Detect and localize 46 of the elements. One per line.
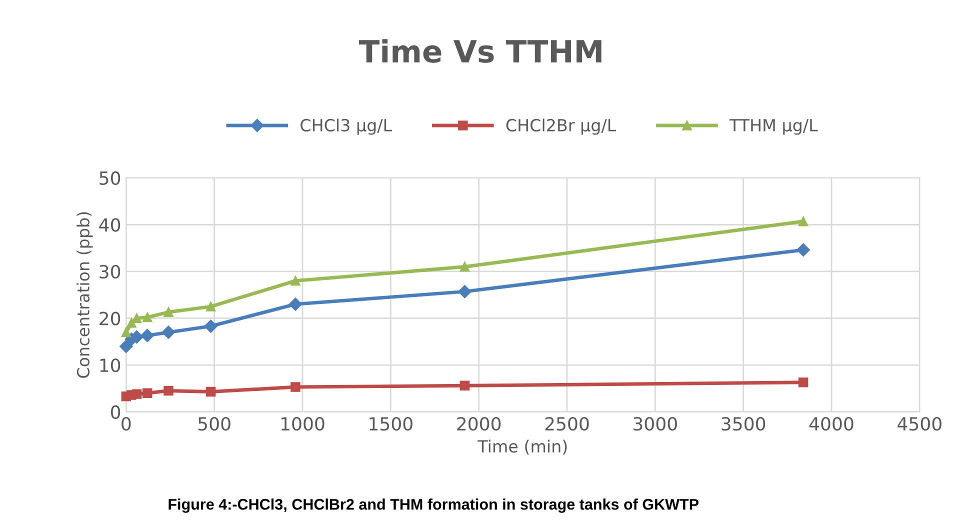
point xyxy=(290,382,300,392)
point xyxy=(121,327,132,338)
x-tick-label: 4000 xyxy=(809,417,854,431)
point xyxy=(288,298,302,311)
point xyxy=(206,386,216,397)
point xyxy=(140,328,154,342)
point xyxy=(460,262,470,272)
point xyxy=(120,340,133,353)
point xyxy=(290,276,300,286)
x-tick-label: 2500 xyxy=(545,417,589,431)
point xyxy=(132,313,142,324)
point xyxy=(126,318,136,328)
point xyxy=(460,380,470,390)
point xyxy=(164,307,174,318)
x-tick-label: 3500 xyxy=(722,417,766,431)
point xyxy=(162,326,176,339)
x-tick-label: 4500 xyxy=(898,417,942,431)
point xyxy=(204,320,218,333)
chart-title: Time Vs TTHM xyxy=(358,39,602,63)
y-tick-label: 20 xyxy=(100,312,120,326)
legend-label: CHCl2Br µg/L xyxy=(506,118,616,135)
x-tick-label: 2000 xyxy=(457,417,501,431)
point xyxy=(798,377,808,388)
point xyxy=(142,312,152,322)
point xyxy=(458,284,472,298)
x-tick-label: 0 xyxy=(122,417,131,431)
x-tick-label: 3000 xyxy=(634,417,677,431)
caption: Figure 4:-CHCl3, CHClBr2 and THM formation in storage tanks of GKWTP xyxy=(168,498,699,513)
y-tick-label: 30 xyxy=(100,264,120,279)
legend-label: TTHM µg/L xyxy=(729,119,818,135)
x-tick-label: 1000 xyxy=(281,417,324,431)
y-axis-title: Concentration (ppb) xyxy=(76,212,93,378)
point xyxy=(796,243,810,256)
x-tick-label: 500 xyxy=(198,417,230,431)
point xyxy=(798,216,808,226)
y-tick-label: 0 xyxy=(110,405,120,419)
point xyxy=(142,388,152,398)
y-tick-label: 10 xyxy=(100,358,120,372)
point xyxy=(206,302,216,312)
x-axis-title: Time (min) xyxy=(478,440,567,455)
point xyxy=(132,389,142,399)
y-tick-label: 40 xyxy=(99,218,120,232)
point xyxy=(164,386,174,396)
legend-label: CHCl3 µg/L xyxy=(300,118,392,135)
x-tick-label: 1500 xyxy=(370,417,412,431)
y-tick-label: 50 xyxy=(100,171,120,185)
